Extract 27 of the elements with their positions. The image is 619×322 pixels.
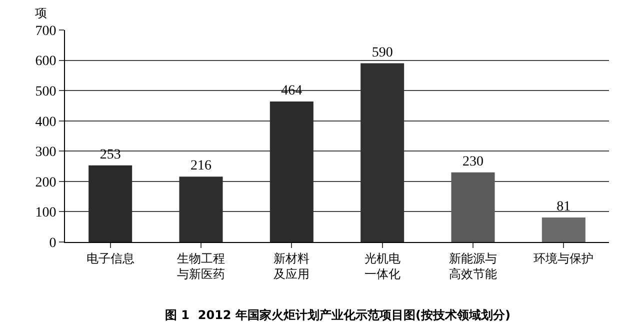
data-label: 230 <box>462 154 484 170</box>
y-tick-label: 300 <box>35 145 56 160</box>
y-tick-label: 100 <box>35 206 56 221</box>
y-tick-label: 500 <box>35 84 56 100</box>
x-tick-label: 电子信息 <box>86 251 134 266</box>
bar <box>360 63 404 242</box>
data-label: 81 <box>556 199 571 214</box>
y-tick-label: 700 <box>35 24 56 39</box>
x-tick-label: 光机电一体化 <box>364 251 400 281</box>
y-tick-label: 200 <box>35 175 56 190</box>
y-tick-label: 400 <box>35 114 56 130</box>
data-label: 216 <box>190 158 212 174</box>
bar <box>179 176 223 242</box>
data-label: 590 <box>372 45 393 60</box>
data-label: 253 <box>100 147 121 162</box>
bar <box>542 217 586 242</box>
bar <box>88 165 132 242</box>
y-tick-label: 600 <box>35 54 56 70</box>
text: 图 1 2012 年国家火炬计划产业化示范项目图(按技术领域划分) <box>165 308 510 322</box>
x-tick-label: 生物工程与新医药 <box>177 251 225 281</box>
x-tick-label: 新材料及应用 <box>274 251 310 281</box>
y-tick-label: 0 <box>49 236 56 251</box>
bar <box>270 101 314 242</box>
x-tick-label: 环境与保护 <box>534 251 594 266</box>
x-tick-label: 新能源与高效节能 <box>449 251 497 281</box>
y-axis-title: 项 <box>35 6 47 20</box>
bar <box>451 172 495 242</box>
